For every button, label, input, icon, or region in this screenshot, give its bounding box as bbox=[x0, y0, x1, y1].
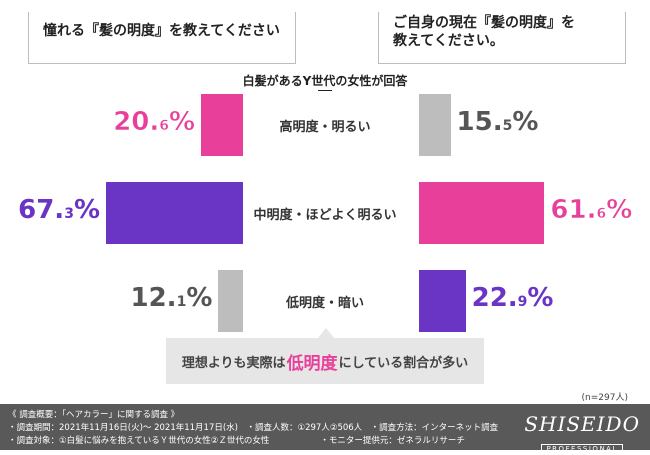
value-ideal-low-int: 12. bbox=[130, 283, 177, 313]
footer-target: ・調査対象：①白髪に悩みを抱えているＹ世代の女性②Ｚ世代の女性 ・モニター提供元… bbox=[8, 436, 465, 446]
value-ideal-high-int: 20. bbox=[113, 107, 160, 138]
callout-post: にしている割合が多い bbox=[338, 355, 469, 371]
chart-subtitle: 白髪があるY世代の女性が回答 bbox=[242, 74, 408, 88]
footer-period: ・調査期間：2021年11月16日(火)～ 2021年11月17日(水) ・調査… bbox=[8, 423, 499, 433]
value-ideal-high: 20.6% bbox=[113, 107, 196, 138]
question-ideal-text: 憧れる『髪の明度』を教えてください bbox=[43, 23, 280, 39]
category-label-low: 低明度・暗い bbox=[285, 296, 364, 311]
value-ideal-mid-int: 67. bbox=[18, 195, 65, 225]
value-ideal-mid: 67.3% bbox=[18, 195, 100, 225]
footer: 《 調査概要：「ヘアカラー」に関する調査 》 ・調査期間：2021年11月16日… bbox=[0, 404, 650, 454]
value-ideal-high-dec: 6 bbox=[159, 118, 170, 135]
value-ideal-high-sign: % bbox=[169, 107, 196, 138]
category-label-mid: 中明度・ほどよく明るい bbox=[253, 208, 397, 223]
callout-pointer bbox=[318, 328, 334, 338]
value-current-low-dec: 9 bbox=[517, 294, 528, 310]
bar-current-mid bbox=[419, 182, 545, 244]
value-current-high-sign: % bbox=[512, 107, 539, 137]
value-ideal-mid-dec: 3 bbox=[64, 206, 74, 222]
sample-size-note: (n=297人) bbox=[581, 393, 628, 403]
callout-pre: 理想よりも実際は bbox=[181, 355, 286, 371]
value-current-high-int: 15. bbox=[456, 107, 503, 137]
value-ideal-low: 12.1% bbox=[131, 283, 213, 313]
subtitle-divider bbox=[318, 90, 332, 91]
bar-current-low bbox=[419, 270, 466, 332]
value-current-mid-int: 61. bbox=[550, 195, 597, 226]
value-current-mid-sign: % bbox=[606, 195, 633, 226]
value-current-high: 15.5% bbox=[457, 107, 539, 137]
value-ideal-low-sign: % bbox=[186, 283, 213, 313]
bar-current-high bbox=[419, 94, 451, 156]
question-current-line1: ご自身の現在『髪の明度』を bbox=[393, 15, 575, 31]
bar-ideal-mid bbox=[106, 182, 243, 244]
question-current-line2: 教えてください。 bbox=[393, 33, 504, 49]
value-ideal-mid-sign: % bbox=[73, 195, 100, 225]
value-current-high-dec: 5 bbox=[502, 118, 513, 134]
value-current-low-sign: % bbox=[527, 283, 554, 313]
question-box-current: ご自身の現在『髪の明度』を 教えてください。 bbox=[378, 12, 626, 64]
question-box-ideal: 憧れる『髪の明度』を教えてください bbox=[28, 12, 296, 64]
value-current-low: 22.9% bbox=[472, 283, 554, 313]
category-label-high: 高明度・明るい bbox=[279, 120, 371, 135]
value-current-mid: 61.6% bbox=[550, 195, 633, 226]
callout-highlight: 低明度 bbox=[286, 353, 338, 374]
value-current-low-int: 22. bbox=[471, 283, 518, 313]
shiseido-logo: SHISEIDO PROFESSIONAL bbox=[524, 412, 640, 455]
callout-box: 理想よりも実際は 低明度 にしている割合が多い bbox=[166, 338, 484, 384]
bar-ideal-low bbox=[218, 270, 243, 332]
value-current-mid-dec: 6 bbox=[596, 206, 607, 223]
value-ideal-low-dec: 1 bbox=[176, 294, 187, 310]
footer-title: 《 調査概要：「ヘアカラー」に関する調査 》 bbox=[8, 410, 180, 420]
logo-sub: PROFESSIONAL bbox=[541, 444, 623, 454]
bar-ideal-high bbox=[201, 94, 243, 156]
logo-name: SHISEIDO bbox=[524, 412, 640, 436]
